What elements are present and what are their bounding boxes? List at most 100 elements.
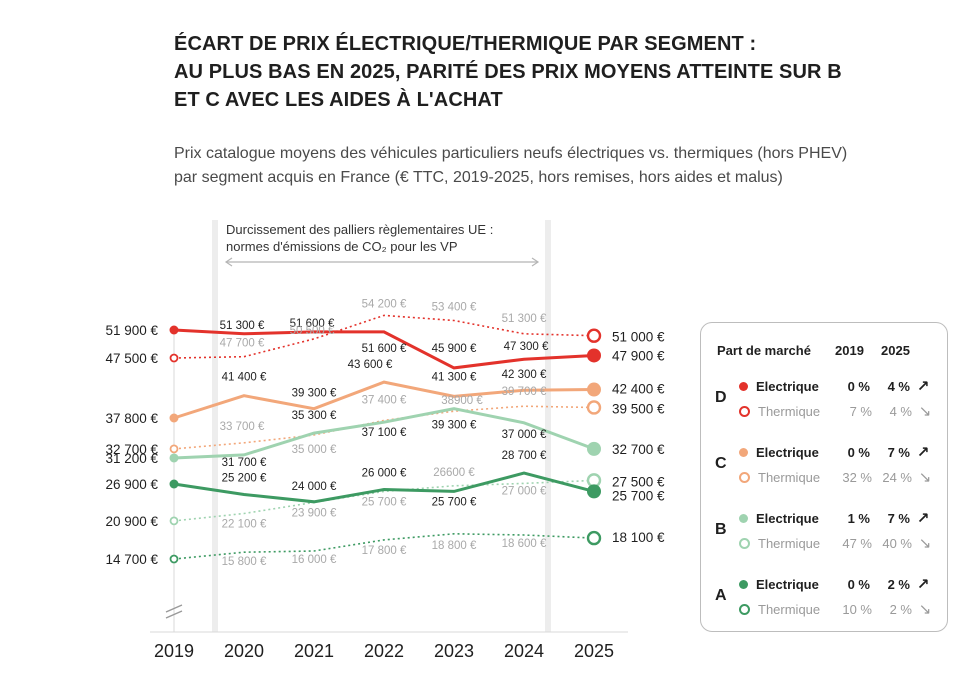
b-electrique-label: 35 300 € [292,410,337,422]
x-tick-label: 2019 [154,641,194,661]
policy-band-inner [218,220,545,632]
legend-share-2025: 2 % [887,576,910,592]
b-electrique-marker-2025 [587,441,601,456]
x-tick-label: 2020 [224,641,264,661]
a-thermique-label: 16 000 € [292,554,337,566]
legend-share-2025: 7 % [887,444,910,460]
arrow-up-right-icon: ↗ [916,378,930,395]
d-thermique-marker-2019 [169,353,179,363]
d-thermique-label: 50 500 € [290,325,335,337]
d-electrique-label: 47 300 € [504,341,549,353]
hollow-dot-icon [739,405,750,417]
a-electrique-marker-2025 [587,484,601,499]
a-electrique-label: 26 000 € [362,468,407,480]
d-electrique-label-2019: 51 900 € [105,323,158,338]
annotation-line: Durcissement des palliers règlementaires… [226,222,493,237]
c-thermique-marker-2019 [169,444,179,454]
b-thermique-marker-2019 [169,516,179,526]
arrow-up-right-icon: ↗ [916,444,930,461]
c-thermique-label: 39 700 € [502,386,547,398]
arrow-up-right-icon: ↗ [916,576,930,593]
title-line: ÉCART DE PRIX ÉLECTRIQUE/THERMIQUE PAR S… [174,33,757,55]
c-thermique-label: 38900 € [441,395,483,407]
x-tick-label: 2021 [294,641,334,661]
legend-series-name: Thermique [758,535,821,551]
d-electrique-label: 51 300 € [220,320,265,332]
legend-segment-letter: D [715,389,727,406]
b-thermique-label: 22 100 € [222,519,267,531]
title-line: AU PLUS BAS EN 2025, PARITÉ DES PRIX MOY… [174,61,842,83]
c-electrique-label: 42 300 € [502,369,547,381]
c-thermique-label-2019: 32 700 € [105,442,158,457]
legend-share-2019: 32 % [842,469,872,485]
arrow-down-right-icon: ↘ [918,403,932,420]
a-thermique-label: 18 800 € [432,540,477,552]
a-thermique-label-2025: 18 100 € [612,530,665,545]
b-electrique-label: 37 100 € [362,427,407,439]
b-electrique-marker-2019 [169,453,179,463]
c-electrique-marker-2019 [169,413,179,423]
legend-share-2025: 4 % [887,378,910,394]
a-thermique-label-2019: 14 700 € [105,552,158,567]
c-thermique-label: 35 000 € [292,444,337,456]
legend-year-2025: 2025 [881,343,910,358]
c-electrique-label-2019: 37 800 € [105,411,158,426]
a-thermique-marker-2025 [586,530,602,546]
x-tick-label: 2024 [504,641,544,661]
legend-segment-letter: C [715,455,727,472]
a-electrique-label: 28 700 € [502,450,547,462]
b-electrique-label: 39 300 € [432,420,477,432]
b-electrique-label-2019: 31 200 € [105,451,158,466]
legend-series-name: Electrique [756,378,819,394]
c-thermique-label: 33 700 € [220,421,265,433]
b-electrique-label-2025: 32 700 € [612,442,665,457]
d-thermique-label: 51 300 € [502,313,547,325]
x-tick-label: 2022 [364,641,404,661]
legend-row-thermique: Thermique 47 % 40 % ↘ [739,534,944,552]
chart-subtitle: Prix catalogue moyens des véhicules part… [174,142,954,190]
arrow-down-right-icon: ↘ [918,469,932,486]
d-electrique-label: 51 600 € [290,318,335,330]
d-electrique-line [173,328,595,370]
legend-share-2025: 4 % [889,403,912,419]
annotation-line: normes d'émissions de CO₂ pour les VP [226,239,458,254]
legend-row-electrique: Electrique 1 % 7 % ↗ [739,509,944,527]
legend-share-2019: 0 % [847,444,870,460]
a-thermique-label: 15 800 € [222,556,267,568]
b-electrique-label: 37 000 € [502,429,547,441]
legend-segment-letter: A [715,587,727,604]
a-electrique-label-2019: 26 900 € [105,477,158,492]
legend-series-name: Electrique [756,510,819,526]
b-thermique-label: 25 700 € [362,496,407,508]
a-electrique-label: 25 200 € [222,472,267,484]
title-line: ET C AVEC LES AIDES À L'ACHAT [174,89,503,111]
legend-series-name: Electrique [756,444,819,460]
c-thermique-marker-2025 [586,400,602,415]
hollow-dot-icon [739,603,750,615]
x-tick-label: 2025 [574,641,614,661]
legend-row-thermique: Thermique 7 % 4 % ↘ [739,402,944,420]
hollow-dot-icon [739,471,750,483]
c-thermique-label-2025: 39 500 € [612,401,665,416]
filled-dot-icon [739,579,748,589]
c-electrique-label-2025: 42 400 € [612,382,665,397]
c-electrique-line [173,380,595,420]
c-electrique-label: 43 600 € [348,359,393,371]
d-thermique-label: 53 400 € [432,301,477,313]
legend-share-2025: 7 % [887,510,910,526]
a-thermique-label: 18 600 € [502,538,547,550]
a-thermique-label: 17 800 € [362,545,407,557]
legend-share-2019: 7 % [849,403,872,419]
b-thermique-label: 27 000 € [502,485,547,497]
hollow-dot-icon [739,537,750,549]
a-electrique-marker-2019 [169,479,179,489]
legend-share-2019: 1 % [847,510,870,526]
annotation-arrow-left-icon [224,257,233,267]
a-thermique-marker-2019 [169,554,179,564]
b-thermique-label: 26600 € [433,467,475,479]
c-thermique-line [173,405,595,450]
legend-row-thermique: Thermique 10 % 2 % ↘ [739,600,944,618]
filled-dot-icon [739,381,748,391]
legend-share-2025: 40 % [882,535,912,551]
chart-title: ÉCART DE PRIX ÉLECTRIQUE/THERMIQUE PAR S… [174,30,914,114]
